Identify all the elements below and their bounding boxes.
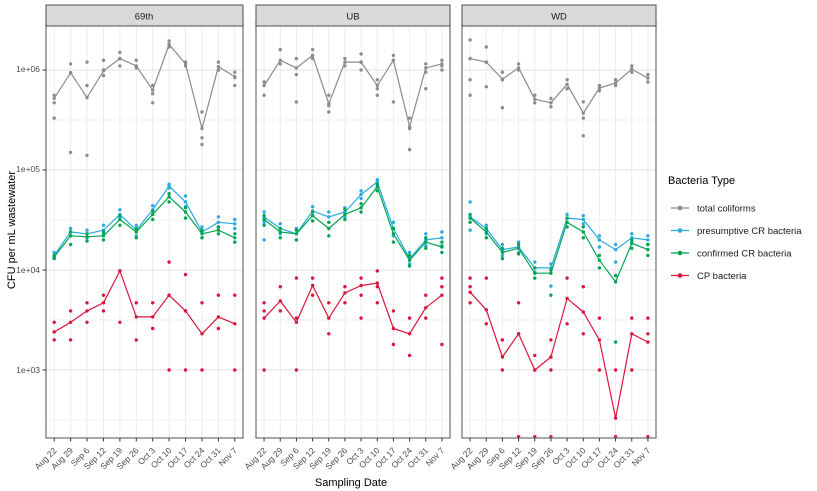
series-CP-bacteria: [468, 276, 650, 439]
x-tick-label: Nov 7: [424, 445, 447, 468]
strip-box-69th: [45, 4, 244, 27]
legend-key-point: [677, 228, 683, 233]
legend-item-presumptive-cr: presumptive CR bacteria: [671, 226, 802, 237]
legend: Bacteria Type total coliforms presumptiv…: [668, 175, 802, 282]
strip-title-wd: WD: [551, 12, 567, 23]
legend-key-point: [677, 205, 683, 211]
series-confirmed-CR-bacteria: [52, 192, 237, 261]
strip-title-ub: UB: [346, 12, 359, 23]
y-tick-label: 1e+06: [16, 64, 40, 74]
series-total-coliforms: [52, 39, 237, 158]
legend-title: Bacteria Type: [668, 175, 735, 187]
legend-item-total-coliforms: total coliforms: [671, 204, 756, 215]
series-confirmed-CR-bacteria: [262, 182, 444, 268]
legend-item-cp: CP bacteria: [671, 271, 747, 282]
legend-item-label: confirmed CR bacteria: [697, 249, 792, 260]
y-axis-labels: 1e+06 1e+05 1e+04 1e+03: [16, 64, 40, 375]
legend-key-point: [677, 273, 683, 278]
legend-item-label: CP bacteria: [697, 271, 747, 282]
legend-item-label: total coliforms: [697, 204, 756, 215]
x-axis-title: Sampling Date: [315, 477, 387, 489]
strip-box-wd: [461, 4, 657, 27]
series-total-coliforms: [262, 47, 444, 152]
y-tick-label: 1e+05: [16, 164, 40, 174]
y-tick-label: 1e+04: [16, 265, 40, 275]
x-tick-label: Nov 7: [216, 445, 239, 468]
y-axis-title: CFU per mL wastewater: [6, 171, 18, 290]
series-total-coliforms: [468, 38, 650, 138]
legend-key-point: [677, 250, 683, 256]
x-tick-label: Nov 7: [630, 445, 653, 468]
y-tick-label: 1e+03: [16, 365, 40, 375]
strip-box-ub: [255, 4, 451, 27]
series-CP-bacteria: [262, 269, 444, 372]
series-CP-bacteria: [52, 260, 237, 372]
strip-title-69th: 69th: [135, 12, 154, 23]
series-confirmed-CR-bacteria: [468, 212, 650, 344]
legend-item-label: presumptive CR bacteria: [697, 226, 802, 237]
panel-strips: 69th UB WD: [45, 4, 657, 27]
legend-item-confirmed-cr: confirmed CR bacteria: [671, 249, 792, 260]
